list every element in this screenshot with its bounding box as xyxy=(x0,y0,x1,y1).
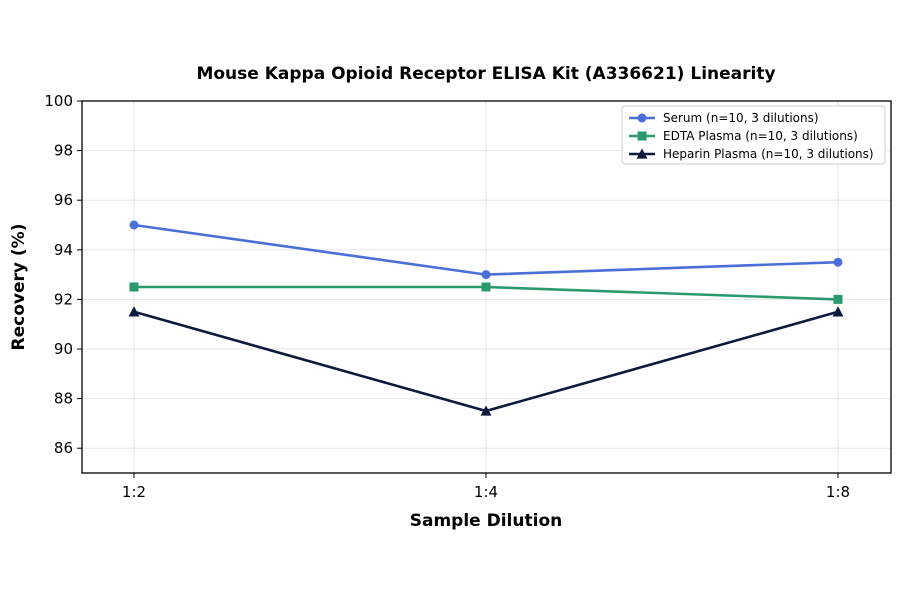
chart-title: Mouse Kappa Opioid Receptor ELISA Kit (A… xyxy=(196,64,775,84)
data-point xyxy=(832,306,844,317)
x-tick-label: 1:2 xyxy=(122,483,146,501)
series-0 xyxy=(129,220,843,280)
data-point xyxy=(481,282,491,292)
y-tick-label: 98 xyxy=(54,142,73,160)
legend-marker xyxy=(637,113,647,123)
legend-label: Heparin Plasma (n=10, 3 dilutions) xyxy=(663,147,874,161)
data-point xyxy=(481,270,491,280)
data-point xyxy=(833,257,843,267)
data-point xyxy=(129,220,139,230)
legend: Serum (n=10, 3 dilutions) EDTA Plasma (n=… xyxy=(621,105,886,165)
legend-item: Heparin Plasma (n=10, 3 dilutions) xyxy=(629,147,874,161)
y-axis-ticks: 86 88 90 92 94 96 98 100 xyxy=(44,92,82,457)
x-axis-ticks: 1:2 1:4 1:8 xyxy=(122,473,850,501)
data-point xyxy=(480,405,492,416)
y-tick-label: 86 xyxy=(54,439,73,457)
data-point xyxy=(833,294,843,304)
series-1 xyxy=(129,282,843,304)
y-tick-label: 100 xyxy=(44,92,73,110)
legend-item: EDTA Plasma (n=10, 3 dilutions) xyxy=(629,129,858,143)
legend-marker xyxy=(637,131,647,141)
x-axis-label: Sample Dilution xyxy=(410,511,562,531)
y-tick-label: 96 xyxy=(54,191,73,209)
y-tick-label: 88 xyxy=(54,390,73,408)
y-tick-label: 92 xyxy=(54,290,73,308)
series-group xyxy=(128,220,844,416)
legend-label: Serum (n=10, 3 dilutions) xyxy=(663,111,819,125)
y-axis-label: Recovery (%) xyxy=(9,224,29,351)
y-tick-label: 94 xyxy=(54,241,73,259)
legend-box xyxy=(621,105,886,165)
plot-frame xyxy=(81,100,892,474)
y-tick-label: 90 xyxy=(54,340,73,358)
data-point xyxy=(129,282,139,292)
x-tick-label: 1:4 xyxy=(474,483,498,501)
x-tick-label: 1:8 xyxy=(826,483,850,501)
legend-item: Serum (n=10, 3 dilutions) xyxy=(629,111,819,125)
series-2 xyxy=(128,306,844,416)
legend-marker xyxy=(636,148,648,159)
data-point xyxy=(128,306,140,317)
legend-label: EDTA Plasma (n=10, 3 dilutions) xyxy=(663,129,858,143)
